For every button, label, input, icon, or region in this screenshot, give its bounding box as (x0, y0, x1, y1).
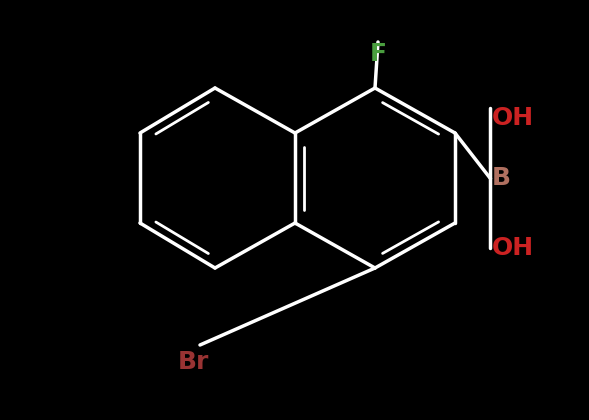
Text: B: B (492, 166, 511, 190)
Text: OH: OH (492, 106, 534, 130)
Text: Br: Br (177, 350, 209, 374)
Text: F: F (369, 42, 386, 66)
Text: OH: OH (492, 236, 534, 260)
